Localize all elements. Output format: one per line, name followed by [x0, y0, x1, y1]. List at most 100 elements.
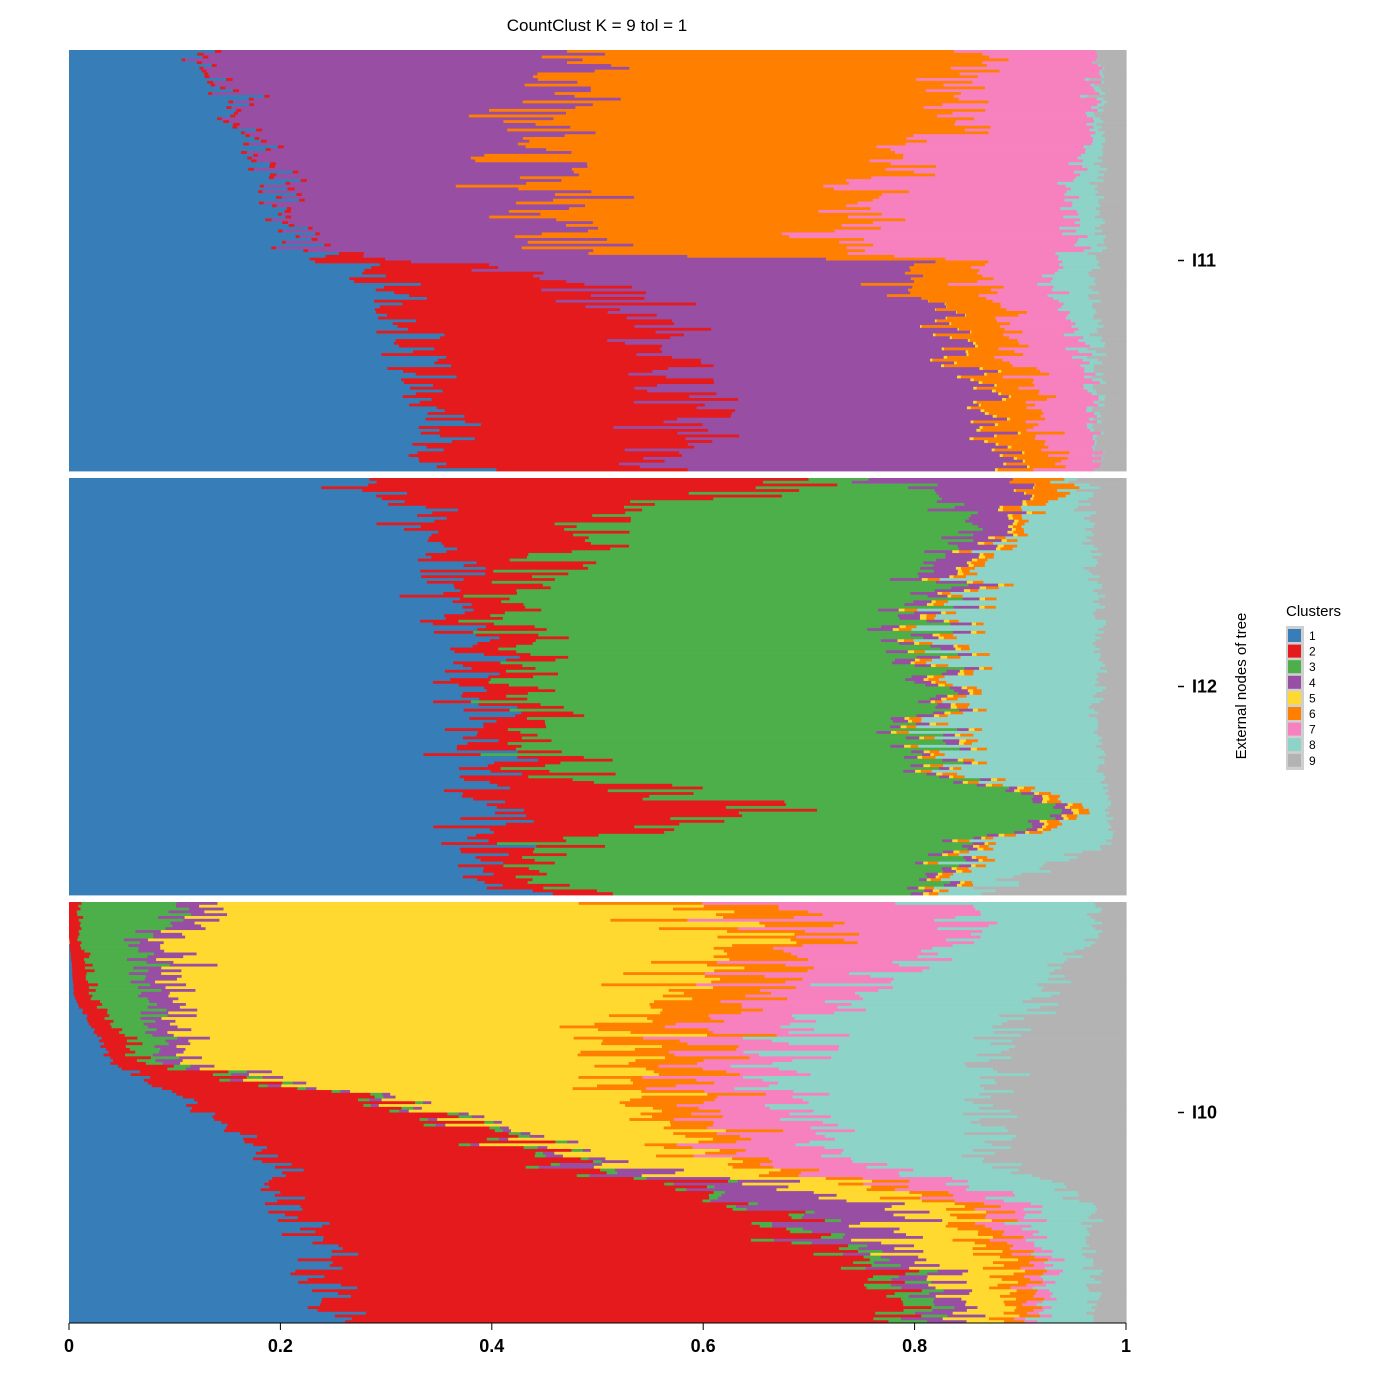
bar-segment-cluster-6 [912, 719, 922, 724]
bar-segment-cluster-6 [1039, 792, 1052, 796]
bar-segment-cluster-9 [1102, 930, 1127, 934]
bar-segment-cluster-9 [1082, 850, 1127, 854]
bar-segment-cluster-2 [425, 417, 678, 421]
bar-segment-cluster-4 [844, 1233, 907, 1237]
bar-segment-cluster-8 [834, 1137, 1013, 1141]
legend-label-9: 9 [1309, 754, 1316, 768]
bar-segment-cluster-4 [160, 1047, 186, 1052]
bar-segment-cluster-2 [486, 625, 536, 629]
bar-segment-cluster-9 [1024, 1017, 1127, 1021]
bar-segment-cluster-1 [69, 1182, 265, 1186]
bar-segment-cluster-8 [1093, 137, 1106, 141]
bar-segment-cluster-4 [383, 1095, 397, 1099]
bar-segment-cluster-9 [1105, 235, 1127, 239]
bar-segment-cluster-4 [276, 173, 580, 177]
bar-segment-cluster-1 [69, 730, 479, 735]
bar-segment-cluster-3 [791, 1241, 813, 1245]
bar-segment-cluster-8 [1003, 1199, 1080, 1203]
bar-segment-cluster-6 [594, 1022, 677, 1026]
bar-segment-cluster-2 [82, 1008, 109, 1012]
bar-segment-cluster-7 [996, 319, 1072, 323]
bar-segment-cluster-8 [993, 847, 1102, 851]
bar-segment-cluster-6 [1017, 456, 1069, 461]
bar-segment-cluster-9 [1099, 86, 1127, 90]
bar-segment-cluster-9 [1097, 547, 1127, 551]
bar-segment-cluster-1 [69, 184, 261, 188]
bar-segment-cluster-8 [1059, 819, 1109, 824]
bar-segment-cluster-6 [524, 83, 945, 87]
bar-segment-cluster-9 [1101, 336, 1127, 340]
bar-segment-cluster-7 [881, 212, 1079, 216]
bar-segment-cluster-7 [1026, 1283, 1047, 1287]
bar-segment-cluster-2 [437, 358, 702, 362]
bar-segment-cluster-4 [539, 277, 912, 281]
bar-segment-cluster-6 [905, 625, 918, 629]
bar-segment-cluster-6 [541, 55, 990, 59]
bar-segment-cluster-2 [285, 1213, 790, 1217]
bar-segment-cluster-7 [909, 1179, 969, 1184]
bar-segment-cluster-5 [966, 580, 974, 585]
bar-segment-cluster-1 [69, 503, 389, 507]
bar-segment-cluster-3 [831, 1233, 846, 1237]
bar-segment-cluster-1 [69, 403, 410, 407]
bar-segment-cluster-4 [916, 722, 931, 726]
bar-segment-cluster-2 [338, 1292, 896, 1296]
bar-segment-cluster-7 [1039, 1314, 1053, 1318]
bar-segment-cluster-4 [138, 986, 167, 990]
bar-segment-cluster-2 [312, 1241, 793, 1245]
bar-segment-cluster-9 [1103, 786, 1127, 790]
bar-segment-cluster-6 [907, 288, 992, 292]
bar-segment-cluster-4 [954, 1306, 978, 1310]
bar-segment-cluster-8 [1085, 148, 1103, 152]
bar-segment-cluster-3 [458, 1143, 472, 1147]
bar-segment-cluster-8 [1024, 522, 1096, 526]
bar-segment-cluster-9 [1101, 414, 1127, 419]
bar-segment-cluster-2 [249, 103, 255, 107]
bar-segment-cluster-5 [197, 1008, 663, 1012]
bar-segment-cluster-1 [69, 1179, 270, 1184]
bar-segment-cluster-9 [1107, 797, 1127, 801]
bar-segment-cluster-9 [1097, 156, 1127, 160]
bar-segment-cluster-6 [982, 381, 1034, 385]
bar-segment-cluster-2 [150, 1076, 248, 1080]
bar-segment-cluster-2 [450, 647, 499, 651]
bar-segment-cluster-1 [69, 145, 279, 149]
bar-segment-cluster-4 [168, 910, 205, 914]
bar-segment-cluster-4 [427, 1118, 438, 1122]
bar-segment-cluster-9 [1089, 569, 1127, 573]
bar-segment-cluster-9 [1098, 722, 1127, 726]
bar-segment-cluster-6 [959, 550, 973, 554]
bar-segment-cluster-1 [69, 683, 460, 687]
bar-segment-cluster-1 [69, 1014, 88, 1018]
bar-segment-cluster-2 [340, 1283, 865, 1287]
bar-segment-cluster-9 [1089, 181, 1127, 186]
bar-segment-cluster-8 [1091, 392, 1098, 396]
bar-segment-cluster-1 [69, 689, 488, 693]
bar-segment-cluster-6 [992, 1235, 1025, 1240]
bar-segment-cluster-3 [869, 1258, 891, 1262]
bar-segment-cluster-5 [953, 850, 960, 854]
bar-segment-cluster-8 [1063, 333, 1091, 337]
bar-segment-cluster-2 [69, 932, 81, 937]
bar-segment-cluster-1 [69, 1177, 273, 1181]
bar-segment-cluster-8 [1038, 1230, 1089, 1234]
bar-segment-cluster-9 [1005, 1126, 1127, 1130]
bar-segment-cluster-7 [798, 1174, 901, 1178]
bar-segment-cluster-9 [1093, 162, 1127, 166]
bar-segment-cluster-5 [1008, 516, 1014, 521]
bar-segment-cluster-2 [444, 614, 491, 618]
bar-segment-cluster-3 [534, 625, 882, 629]
bar-segment-cluster-6 [973, 564, 986, 568]
bar-segment-cluster-9 [1105, 605, 1127, 610]
bar-segment-cluster-2 [269, 1185, 708, 1189]
bar-segment-cluster-4 [206, 69, 596, 73]
bar-segment-cluster-8 [948, 722, 1099, 726]
bar-segment-cluster-3 [571, 1148, 584, 1153]
bar-segment-cluster-5 [675, 1171, 770, 1175]
bar-segment-cluster-3 [820, 1235, 844, 1240]
bar-segment-cluster-8 [953, 872, 1022, 876]
bar-segment-cluster-5 [941, 611, 947, 615]
bar-segment-cluster-9 [1096, 52, 1127, 57]
bar-segment-cluster-1 [69, 744, 458, 749]
bar-segment-cluster-8 [788, 1042, 991, 1046]
